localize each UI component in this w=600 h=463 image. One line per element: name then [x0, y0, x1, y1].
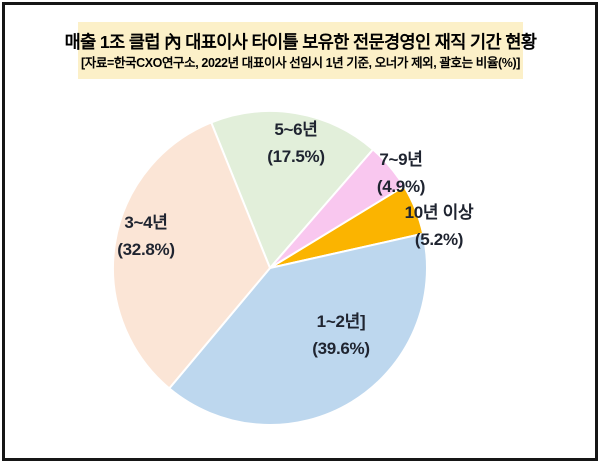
chart-title: 매출 1조 클럽 內 대표이사 타이틀 보유한 전문경영인 재직 기간 현황: [64, 31, 537, 52]
chart-title-box: 매출 1조 클럽 內 대표이사 타이틀 보유한 전문경영인 재직 기간 현황 […: [65, 22, 537, 79]
pie-slice-4: [112, 121, 271, 390]
pie-slice-0: [210, 110, 374, 269]
chart-subtitle: [자료=한국CXO연구소, 2022년 대표이사 선임시 1년 기준, 오너가 …: [81, 55, 520, 70]
pie-slice-3: [168, 232, 428, 426]
